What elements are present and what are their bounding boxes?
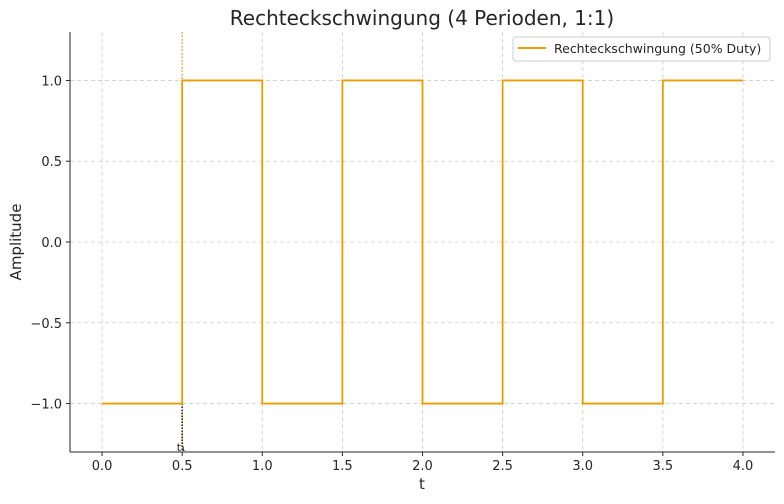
legend-frame [512, 36, 771, 62]
y-tick-label: −0.5 [30, 317, 62, 332]
x-tick-label: 4.0 [733, 459, 754, 474]
x-tick-label: 3.5 [652, 459, 673, 474]
x-tick-label: 0.5 [172, 459, 193, 474]
legend: Rechteckschwingung (50% Duty) [512, 36, 771, 62]
x-tick-label: 2.0 [412, 459, 433, 474]
x-tick-label: 3.0 [572, 459, 593, 474]
legend-label: Rechteckschwingung (50% Duty) [554, 41, 761, 56]
x-tick-label: 2.5 [492, 459, 513, 474]
x-tick-label: 0.0 [92, 459, 113, 474]
y-axis-label: Amplitude [7, 204, 25, 281]
x-axis-label: t [419, 475, 425, 493]
y-tick-label: 1.0 [41, 74, 62, 89]
chart-title: Rechteckschwingung (4 Perioden, 1:1) [230, 6, 614, 30]
annotations: t₁ [177, 32, 186, 454]
x-tick-label: 1.0 [252, 459, 273, 474]
x-tick-label: 1.5 [332, 459, 353, 474]
series-layer [102, 79, 743, 405]
square-wave-line [102, 79, 743, 405]
y-tick-label: −1.0 [30, 398, 62, 413]
x-ticks: 0.0 0.5 1.0 1.5 2.0 2.5 3.0 3.5 4.0 [92, 452, 754, 474]
y-tick-label: 0.0 [41, 236, 62, 251]
y-ticks: −1.0 −0.5 0.0 0.5 1.0 [30, 74, 70, 413]
t1-label: t₁ [177, 441, 186, 454]
y-tick-label: 0.5 [41, 155, 62, 170]
